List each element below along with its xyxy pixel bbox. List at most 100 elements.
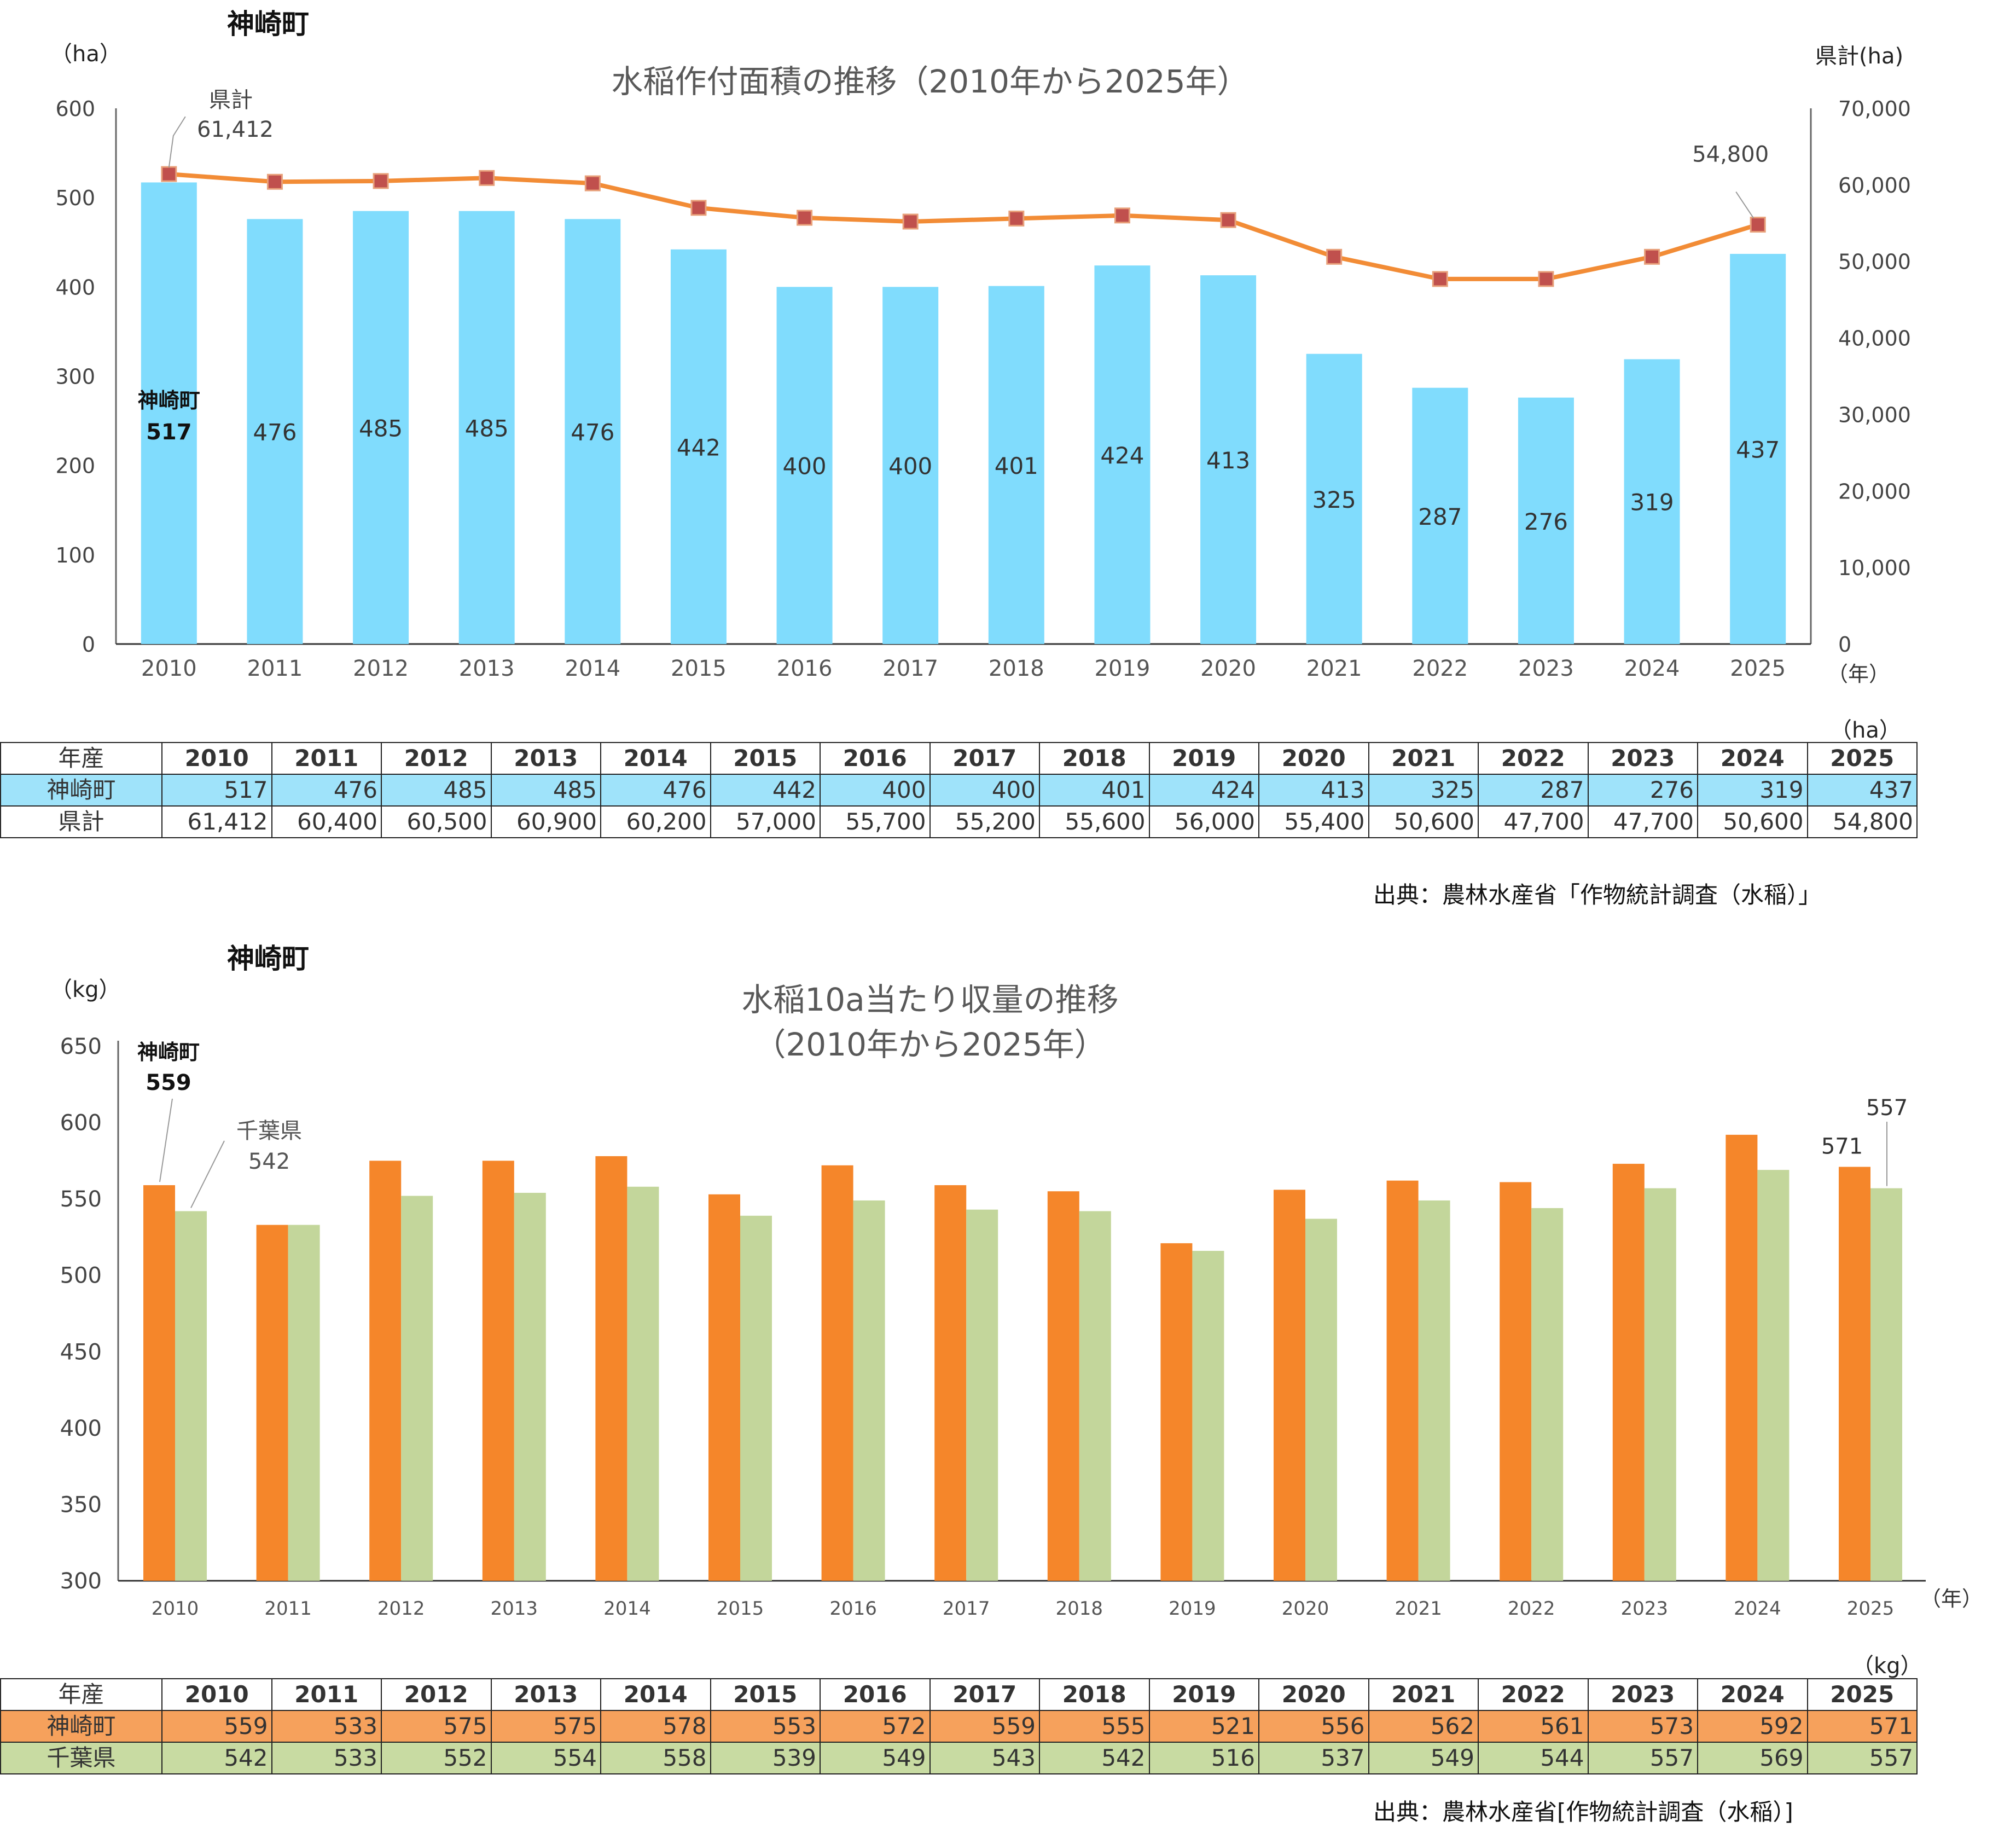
chart2-pref-bar-2022 xyxy=(1531,1208,1564,1581)
chart2-pref-bar-2015 xyxy=(740,1215,772,1581)
chart1-left-unit: （ha） xyxy=(50,42,121,67)
chart1-bar-2025 xyxy=(1730,253,1786,644)
chart1-pref-point-2010 xyxy=(161,166,177,182)
source1: 出典：農林水産省「作物統計調査（水稲）」 xyxy=(1373,881,1822,908)
table1-header-year: 2016 xyxy=(820,742,931,775)
chart2-pref-bar-2012 xyxy=(401,1196,433,1581)
chart1-x-tick-label: 2015 xyxy=(671,656,727,681)
chart2-x-tick-label: 2013 xyxy=(491,1598,538,1620)
chart2-x-tick-label: 2019 xyxy=(1169,1598,1216,1620)
table2-row2-cell: 557 xyxy=(1587,1742,1698,1774)
table2-row2-cell: 542 xyxy=(1039,1742,1150,1774)
chart2-town-bar-2021 xyxy=(1386,1180,1419,1581)
chart2-x-tick-label: 2017 xyxy=(943,1598,990,1620)
table1-header-year: 2014 xyxy=(600,742,711,775)
chart2-pref-callout-line xyxy=(190,1140,225,1208)
chart2-town-bar-2013 xyxy=(482,1161,514,1581)
chart1-right-tick-label: 40,000 xyxy=(1838,327,1911,351)
table2-unit: （kg） xyxy=(1852,1654,1922,1679)
chart2-pref-bar-2024 xyxy=(1757,1170,1790,1581)
chart1-bar-label-town: 神崎町 xyxy=(138,388,200,413)
chart1-pref-point-2012 xyxy=(373,173,389,189)
table1-row1-cell: 485 xyxy=(490,774,601,807)
chart1-bar-value-label: 485 xyxy=(359,415,403,442)
chart2-pref-last-value-label: 557 xyxy=(1866,1095,1908,1121)
table1-header-year: 2022 xyxy=(1478,742,1589,775)
chart2-town-bar-2023 xyxy=(1612,1163,1645,1581)
table2-header-year: 2014 xyxy=(600,1678,711,1711)
table1-row1-cell: 401 xyxy=(1039,774,1150,807)
table2-row2-cell: 542 xyxy=(161,1742,272,1774)
table2-header-year: 2016 xyxy=(820,1678,931,1711)
table2-row2-cell: 549 xyxy=(820,1742,931,1774)
chart1-bar-value-label: 325 xyxy=(1312,486,1356,513)
chart2-pref-bar-2018 xyxy=(1079,1211,1111,1581)
table1-row2-cell: 60,500 xyxy=(381,805,492,838)
table1-row2-cell: 60,400 xyxy=(271,805,382,838)
table1-row1-cell: 287 xyxy=(1478,774,1589,807)
chart2-y-tick-label: 500 xyxy=(60,1263,102,1289)
chart1-pref-point-2024 xyxy=(1644,248,1660,265)
chart1-bar-2010 xyxy=(141,182,197,644)
chart1-right-tick-label: 30,000 xyxy=(1838,403,1911,427)
chart1-town-heading: 神崎町 xyxy=(227,8,309,40)
chart1-x-tick-label: 2020 xyxy=(1200,656,1256,681)
chart1-bar-2015 xyxy=(670,249,727,644)
chart2-x-tick-label: 2024 xyxy=(1734,1598,1781,1620)
table2-header-row: 年産 2010 2011 2012 2013 2014 2015 2016 2017 2018 20… xyxy=(0,1678,1918,1711)
chart2-x-tick-label: 2015 xyxy=(717,1598,764,1620)
chart2-pref-bar-2016 xyxy=(853,1200,885,1581)
chart2-town-bar-2020 xyxy=(1274,1190,1305,1581)
table2-header-year: 2011 xyxy=(271,1678,382,1711)
table2-header-year: 2015 xyxy=(710,1678,821,1711)
table2-header-year: 2012 xyxy=(381,1678,492,1711)
chart1-bar-value-label: 476 xyxy=(253,419,297,446)
table2-row2-cell: 543 xyxy=(929,1742,1040,1774)
table2-row1-cell: 561 xyxy=(1478,1710,1589,1743)
chart2-x-tick-label: 2016 xyxy=(829,1598,877,1620)
table1-header-year: 2023 xyxy=(1587,742,1698,775)
chart1-left-tick-label: 500 xyxy=(55,186,95,210)
table1-row1-cell: 437 xyxy=(1806,774,1918,807)
chart2-town-bar-2015 xyxy=(708,1194,740,1581)
chart2-town-callout-value: 559 xyxy=(146,1070,191,1095)
chart1-svg: 0 100 200 300 400 500 600 0 10,000 20,000 30,000 40… xyxy=(55,88,1911,686)
chart1-bar-value-label: 485 xyxy=(465,415,509,442)
chart1-bar-2021 xyxy=(1306,353,1362,644)
chart2-town-callout-label: 神崎町 xyxy=(137,1040,200,1064)
chart1-pref-point-2022 xyxy=(1432,271,1448,287)
table2-header-year: 2023 xyxy=(1587,1678,1698,1711)
chart1-bar-2020 xyxy=(1200,275,1257,644)
chart2-y-tick-label: 550 xyxy=(60,1187,102,1212)
table2-row1-cell: 575 xyxy=(490,1710,601,1743)
chart1-x-tick-label: 2014 xyxy=(565,656,620,681)
chart1-x-tick-label: 2022 xyxy=(1412,656,1468,681)
chart2-title-line1: 水稲10a当たり収量の推移 xyxy=(741,981,1119,1018)
chart1-pref-first-value-label: 61,412 xyxy=(197,117,274,142)
chart1-pref-point-2017 xyxy=(902,213,919,230)
table2-row2-cell: 544 xyxy=(1478,1742,1589,1774)
table2-row1-cell: 562 xyxy=(1368,1710,1479,1743)
chart2-pref-callout-label: 千葉県 xyxy=(236,1118,302,1144)
chart1-right-tick-label: 70,000 xyxy=(1838,97,1911,121)
table1-row2-cell: 60,900 xyxy=(490,805,601,838)
table2-header-year: 2013 xyxy=(490,1678,601,1711)
chart1-bar-2023 xyxy=(1518,397,1574,644)
table2-row1-cell: 575 xyxy=(381,1710,492,1743)
chart2-x-tick-label: 2018 xyxy=(1056,1598,1103,1620)
chart1-pref-point-2018 xyxy=(1008,210,1025,227)
chart2-y-tick-label: 600 xyxy=(60,1111,102,1136)
table2-row2-cell: 569 xyxy=(1697,1742,1808,1774)
chart2-town-bar-2011 xyxy=(256,1225,288,1581)
table2-row1-cell: 559 xyxy=(929,1710,1040,1743)
table2-header-year: 2024 xyxy=(1697,1678,1808,1711)
table1-header-label: 年産 xyxy=(0,742,162,775)
chart2-x-tick-label: 2014 xyxy=(603,1598,651,1620)
chart1-right-tick-label: 60,000 xyxy=(1838,173,1911,198)
chart2-x-tick-label: 2025 xyxy=(1847,1598,1895,1620)
table1-header-year: 2019 xyxy=(1148,742,1259,775)
table1-row2-cell: 56,000 xyxy=(1148,805,1259,838)
chart2-town-bar-2025 xyxy=(1839,1167,1870,1581)
chart2-pref-bar-2025 xyxy=(1870,1188,1902,1581)
table1-row1-cell: 442 xyxy=(710,774,821,807)
